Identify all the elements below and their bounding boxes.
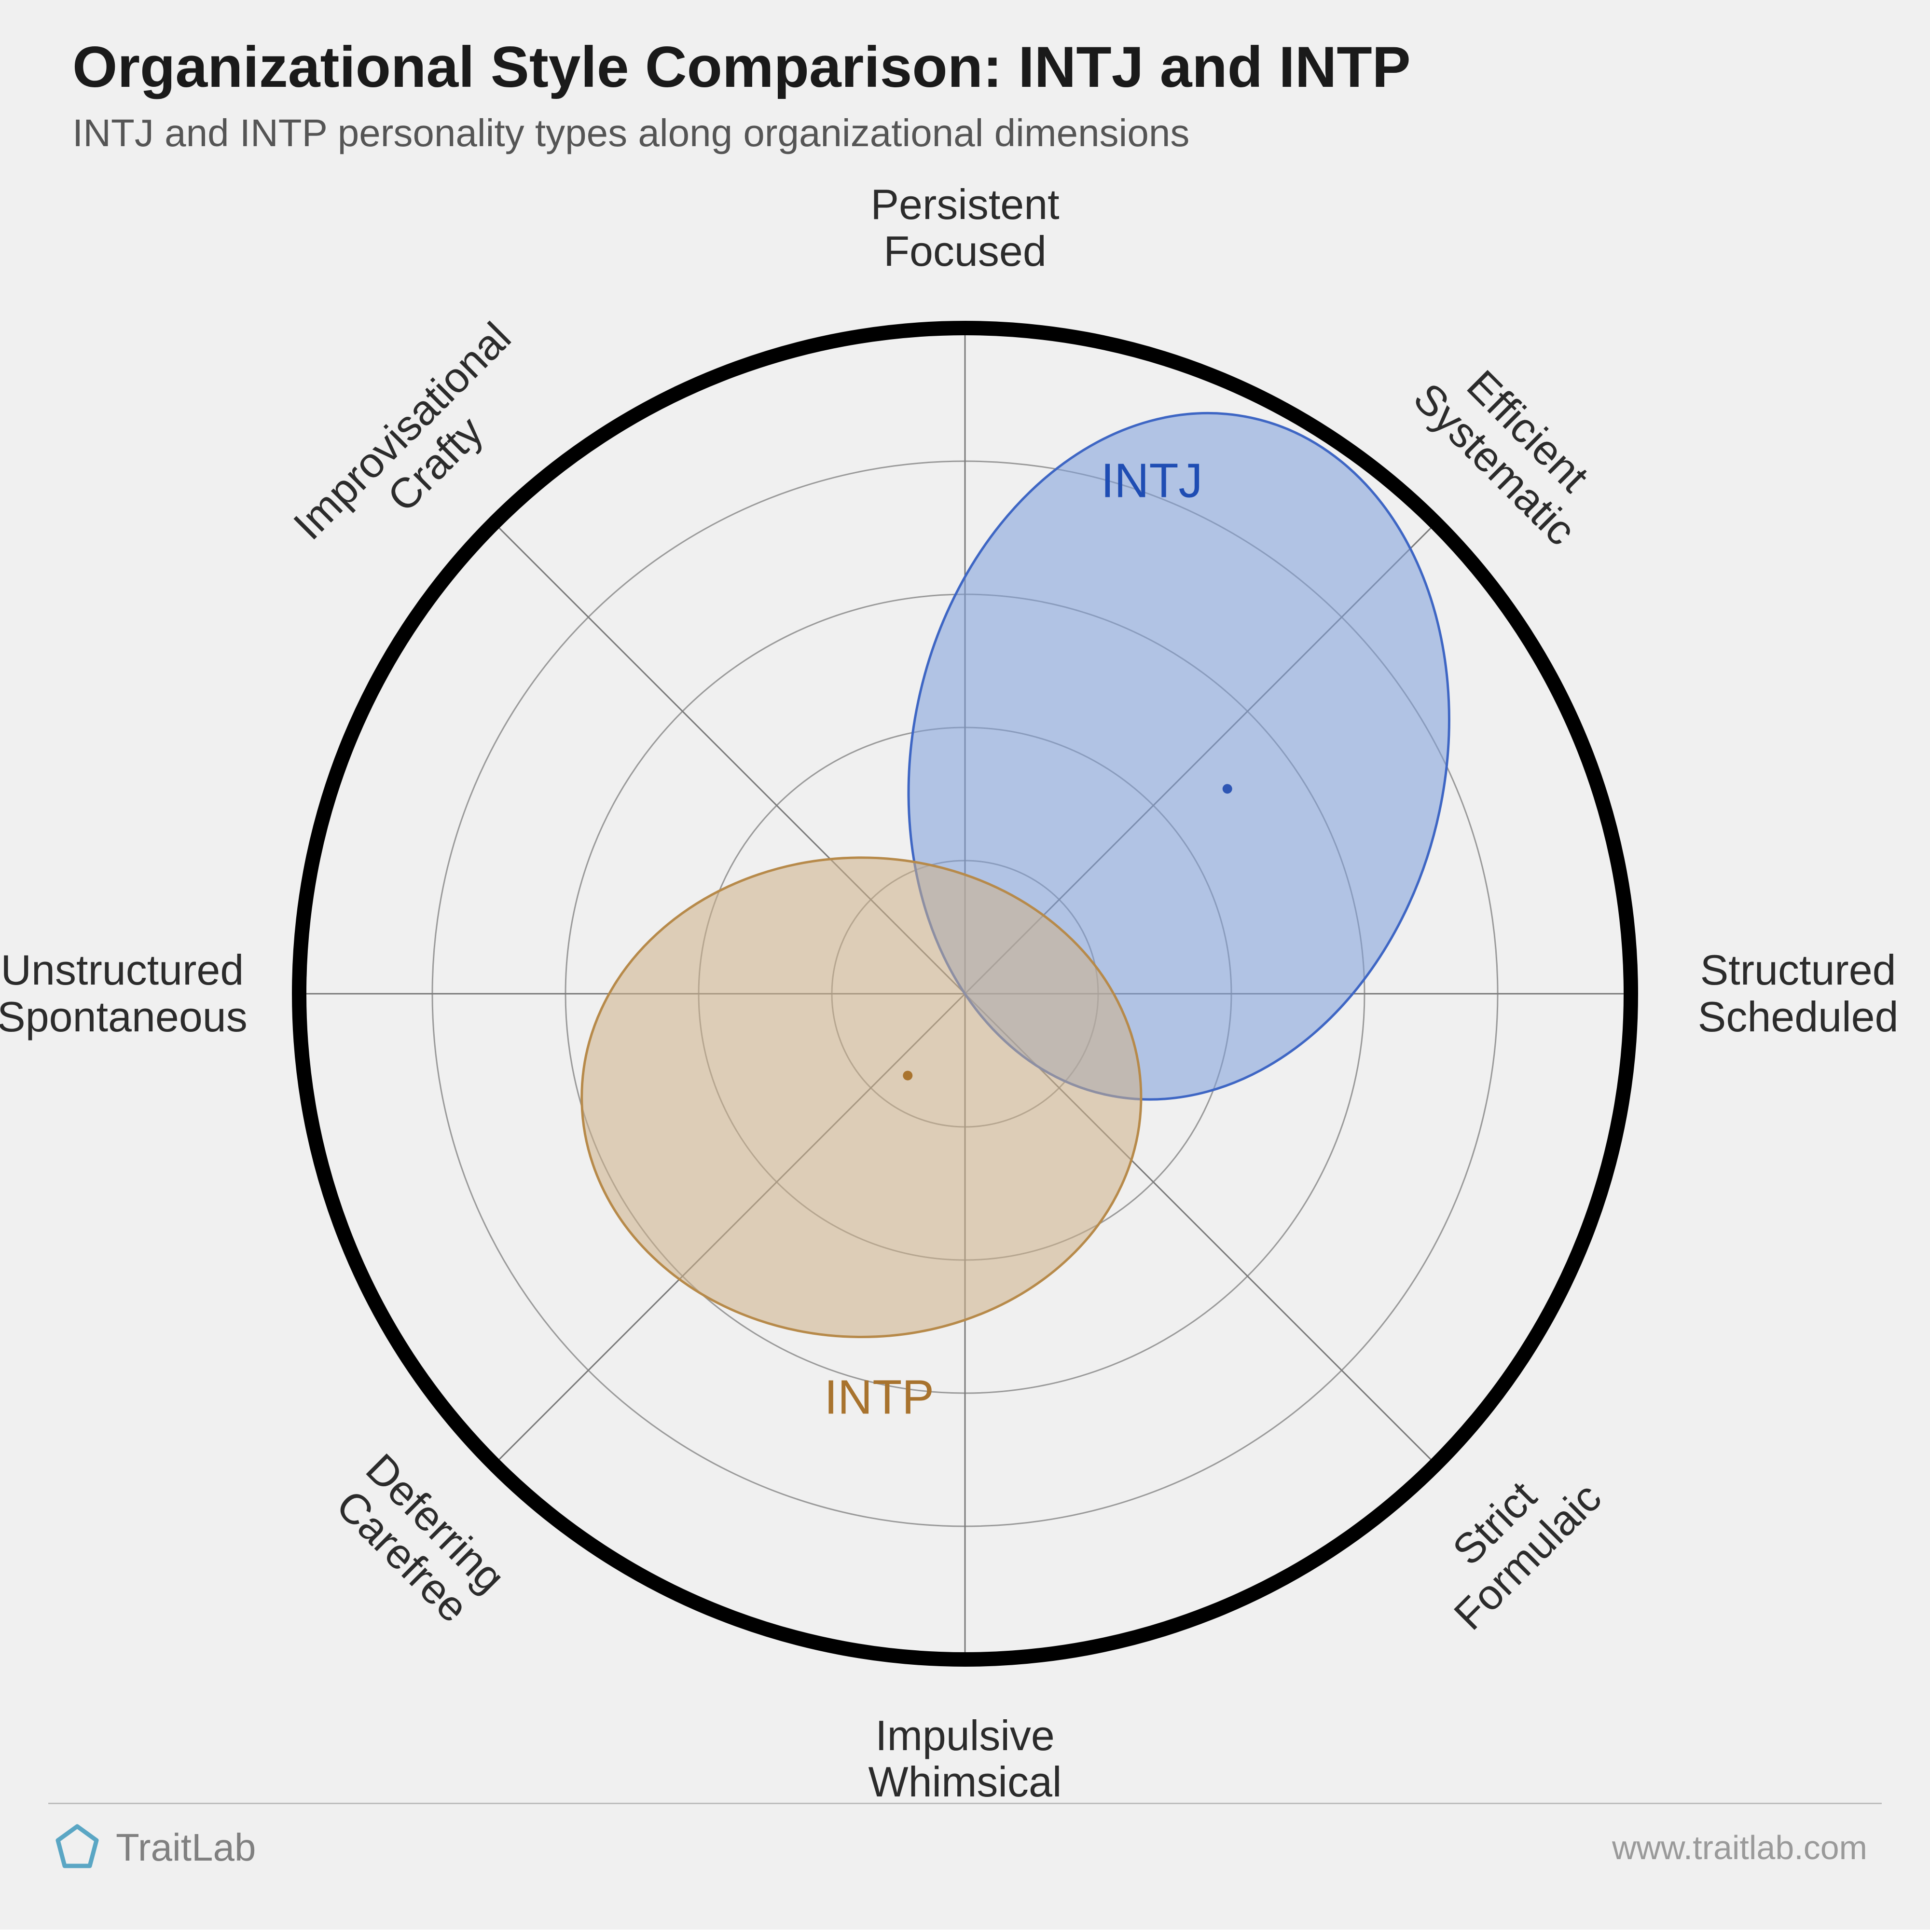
polar-svg (0, 0, 1930, 1930)
series-label-intj: INTJ (1101, 453, 1202, 508)
traitlab-logo-icon (53, 1823, 101, 1872)
axis-label-left: Unstructured Spontaneous (0, 947, 248, 1041)
axis-label-right: Structured Scheduled (1698, 947, 1899, 1041)
series-label-intp: INTP (824, 1370, 934, 1425)
footer-brand-text: TraitLab (116, 1825, 256, 1870)
polar-chart: Persistent Focused Efficient Systematic … (0, 0, 1930, 1930)
chart-card: Organizational Style Comparison: INTJ an… (0, 0, 1930, 1930)
footer-divider (48, 1803, 1882, 1804)
footer-brand-block: TraitLab (53, 1823, 256, 1872)
axis-label-bottom: Impulsive Whimsical (868, 1713, 1062, 1806)
axis-label-top: Persistent Focused (870, 182, 1059, 275)
footer-url: www.traitlab.com (1612, 1828, 1867, 1867)
